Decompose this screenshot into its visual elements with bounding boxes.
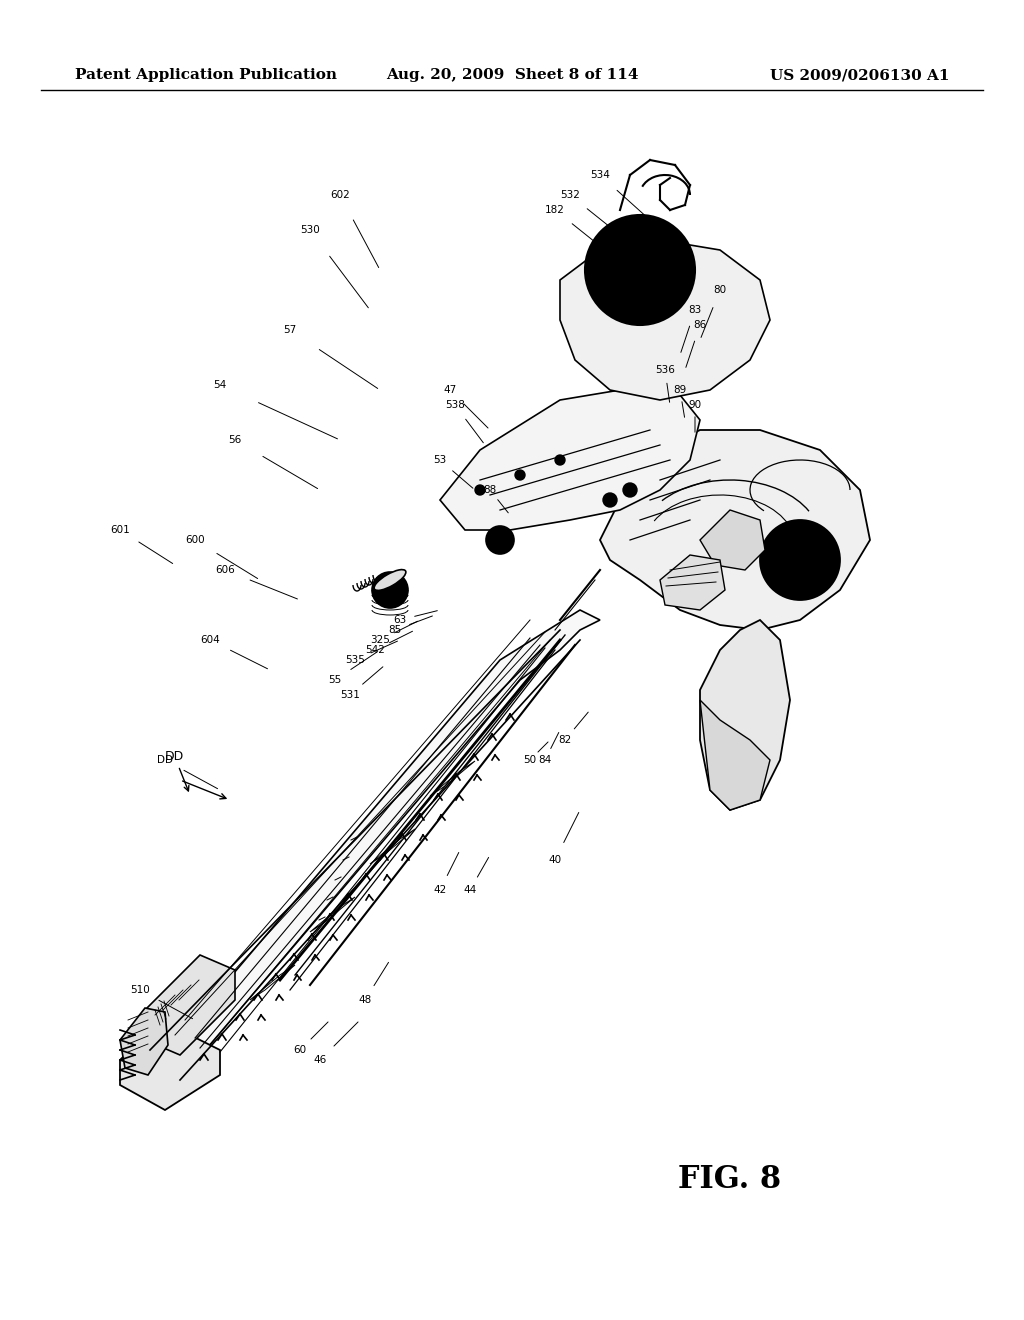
- Text: 542: 542: [366, 645, 385, 655]
- Polygon shape: [660, 554, 725, 610]
- Text: 57: 57: [284, 325, 297, 335]
- Text: 531: 531: [340, 690, 360, 700]
- Text: 44: 44: [464, 884, 476, 895]
- Text: 82: 82: [558, 735, 571, 744]
- Polygon shape: [130, 1015, 185, 1080]
- Text: 46: 46: [313, 1055, 327, 1065]
- Text: US 2009/0206130 A1: US 2009/0206130 A1: [770, 69, 950, 82]
- Text: 48: 48: [358, 995, 372, 1005]
- Text: 90: 90: [688, 400, 701, 411]
- Text: Aug. 20, 2009  Sheet 8 of 114: Aug. 20, 2009 Sheet 8 of 114: [386, 69, 638, 82]
- Text: 535: 535: [345, 655, 365, 665]
- Text: 530: 530: [300, 224, 319, 235]
- Text: 604: 604: [200, 635, 220, 645]
- Circle shape: [555, 455, 565, 465]
- Text: 534: 534: [590, 170, 610, 180]
- Text: 53: 53: [433, 455, 446, 465]
- Polygon shape: [560, 240, 770, 400]
- Text: 50: 50: [523, 755, 537, 766]
- Circle shape: [372, 572, 408, 609]
- Circle shape: [760, 520, 840, 601]
- Circle shape: [585, 215, 695, 325]
- Text: 55: 55: [329, 675, 342, 685]
- Text: 47: 47: [443, 385, 457, 395]
- Text: 63: 63: [393, 615, 407, 624]
- Text: 88: 88: [483, 484, 497, 495]
- Text: 600: 600: [185, 535, 205, 545]
- Text: 54: 54: [213, 380, 226, 389]
- Circle shape: [772, 532, 828, 587]
- Text: 89: 89: [674, 385, 687, 395]
- Ellipse shape: [374, 570, 406, 590]
- Polygon shape: [120, 1008, 168, 1074]
- Polygon shape: [440, 389, 700, 531]
- Circle shape: [378, 578, 402, 602]
- Text: 538: 538: [445, 400, 465, 411]
- Polygon shape: [700, 620, 790, 810]
- Text: 606: 606: [215, 565, 234, 576]
- Text: 182: 182: [545, 205, 565, 215]
- Polygon shape: [700, 510, 765, 570]
- Text: 42: 42: [433, 884, 446, 895]
- Polygon shape: [700, 700, 770, 810]
- Text: FIG. 8: FIG. 8: [679, 1164, 781, 1196]
- Text: 40: 40: [549, 855, 561, 865]
- Text: Patent Application Publication: Patent Application Publication: [75, 69, 337, 82]
- Circle shape: [605, 235, 675, 305]
- Text: 510: 510: [130, 985, 150, 995]
- Circle shape: [486, 525, 514, 554]
- Text: 601: 601: [111, 525, 130, 535]
- Text: DD: DD: [165, 750, 188, 791]
- Text: 325: 325: [370, 635, 390, 645]
- Text: 84: 84: [539, 755, 552, 766]
- Text: 532: 532: [560, 190, 580, 201]
- Circle shape: [603, 492, 617, 507]
- Text: 536: 536: [655, 366, 675, 375]
- Text: 80: 80: [714, 285, 727, 294]
- Polygon shape: [120, 1020, 220, 1110]
- Text: 60: 60: [294, 1045, 306, 1055]
- Circle shape: [515, 470, 525, 480]
- Text: 86: 86: [693, 319, 707, 330]
- Polygon shape: [145, 954, 234, 1055]
- Circle shape: [623, 483, 637, 498]
- Text: 56: 56: [228, 436, 242, 445]
- Text: 85: 85: [388, 624, 401, 635]
- Polygon shape: [150, 610, 600, 1080]
- Circle shape: [475, 484, 485, 495]
- Text: DD: DD: [157, 755, 173, 766]
- Text: 602: 602: [330, 190, 350, 201]
- Text: 83: 83: [688, 305, 701, 315]
- Polygon shape: [600, 430, 870, 630]
